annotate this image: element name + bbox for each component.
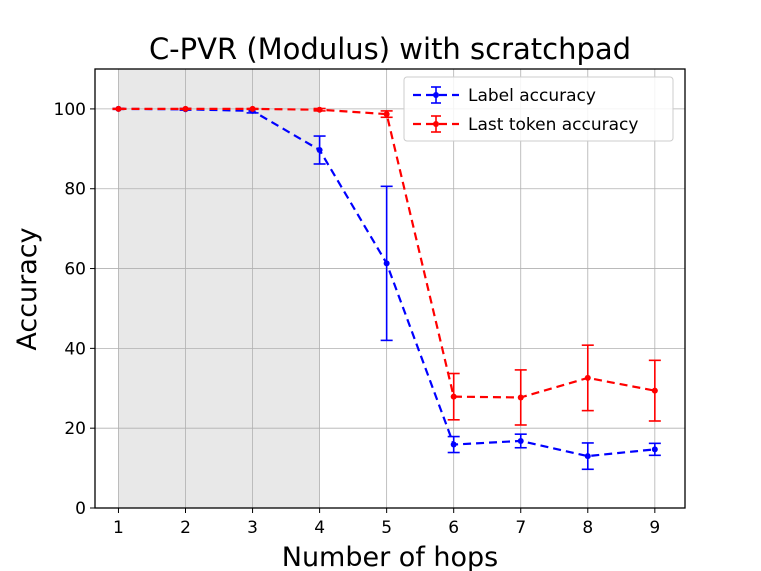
x-axis-label: Number of hops <box>282 542 499 571</box>
y-axis: 0 20 40 60 80 100 <box>54 100 95 519</box>
data-point-label-accuracy-7 <box>517 437 524 444</box>
x-tick-label-1: 1 <box>113 518 124 538</box>
legend-entry-label-accuracy <box>413 86 459 104</box>
data-point-last-token-accuracy-7 <box>517 394 524 401</box>
y-tick-label-20: 20 <box>64 419 86 439</box>
legend-box <box>403 76 674 142</box>
x-tick-label-5: 5 <box>381 518 392 538</box>
data-point-last-token-accuracy-6 <box>450 393 457 400</box>
x-axis: 1 2 3 4 5 6 7 8 9 <box>113 508 660 538</box>
legend-entry-last-token-accuracy <box>413 115 459 133</box>
legend-marker <box>433 92 439 98</box>
series-last-token-accuracy <box>112 105 661 426</box>
y-axis-label: Accuracy <box>12 227 43 350</box>
data-point-label-accuracy-5 <box>383 260 390 267</box>
plot-area <box>94 68 686 509</box>
data-point-label-accuracy-4 <box>316 147 323 154</box>
y-tick-label-80: 80 <box>64 180 86 200</box>
x-tick-label-2: 2 <box>180 518 191 538</box>
x-tick-label-4: 4 <box>314 518 325 538</box>
x-tick-label-6: 6 <box>448 518 459 538</box>
y-tick-label-100: 100 <box>54 100 86 120</box>
shaded-region <box>118 69 320 508</box>
legend-label-label-accuracy: Label accuracy <box>468 86 596 106</box>
x-tick-label-9: 9 <box>649 518 660 538</box>
data-point-label-accuracy-8 <box>584 453 591 460</box>
shaded-area <box>118 69 320 508</box>
x-tick-label-3: 3 <box>247 518 258 538</box>
data-point-label-accuracy-9 <box>651 446 658 453</box>
y-tick-label-60: 60 <box>64 260 86 280</box>
y-tick-label-40: 40 <box>64 339 86 359</box>
data-point-last-token-accuracy-8 <box>584 374 591 381</box>
data-point-last-token-accuracy-5 <box>383 111 390 118</box>
series-layer <box>112 105 661 471</box>
chart-title: C-PVR (Modulus) with scratchpad <box>149 32 631 66</box>
plot-frame <box>94 68 686 509</box>
legend-label-last-token-accuracy: Last token accuracy <box>468 115 638 135</box>
legend: Label accuracy Last token accuracy <box>403 76 674 142</box>
x-tick-label-8: 8 <box>582 518 593 538</box>
data-point-last-token-accuracy-3 <box>249 105 256 112</box>
data-point-last-token-accuracy-9 <box>651 387 658 394</box>
y-tick-label-0: 0 <box>75 499 86 519</box>
data-point-last-token-accuracy-4 <box>316 106 323 113</box>
x-tick-label-7: 7 <box>515 518 526 538</box>
data-point-last-token-accuracy-1 <box>115 105 122 112</box>
legend-marker <box>433 121 439 127</box>
data-point-label-accuracy-6 <box>450 441 457 448</box>
data-point-last-token-accuracy-2 <box>182 105 189 112</box>
